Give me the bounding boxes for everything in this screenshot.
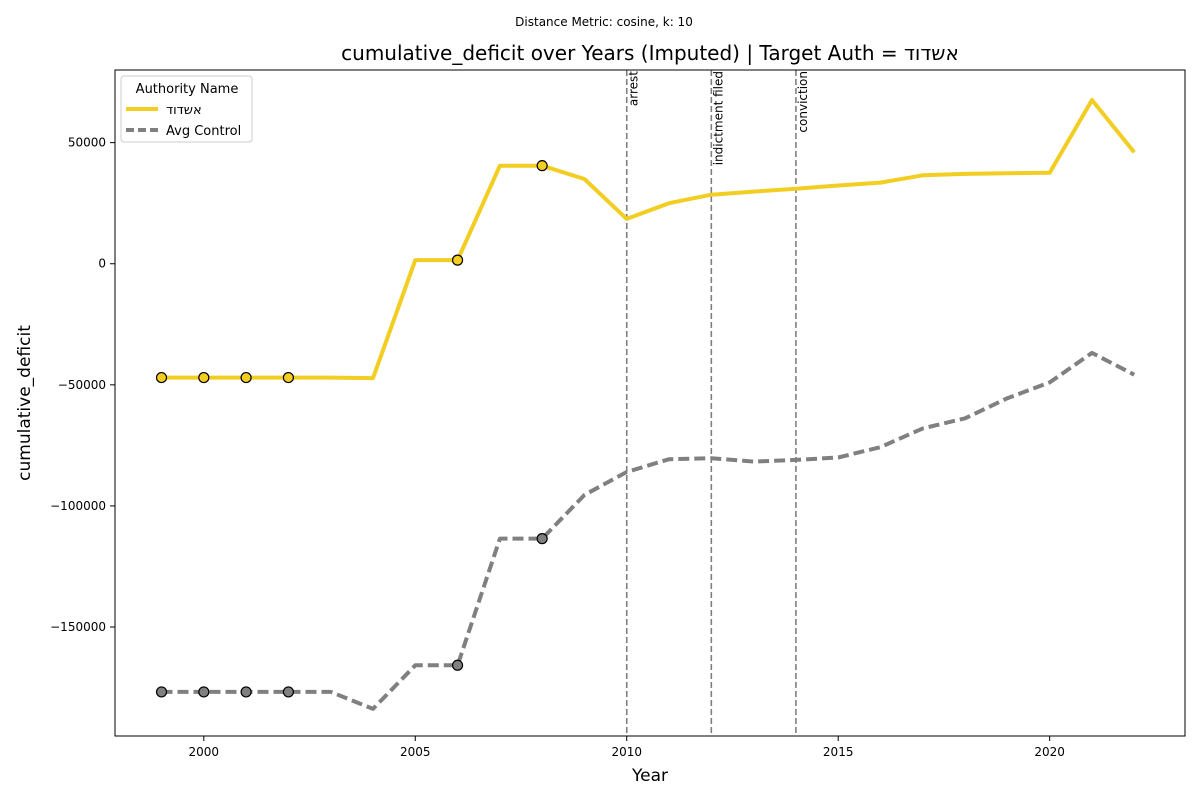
observed-point-control <box>451 659 464 671</box>
plot-frame <box>114 69 1186 737</box>
legend-title: Authority Name <box>136 82 239 97</box>
observed-point-control <box>198 686 210 698</box>
observed-point-target <box>198 371 210 384</box>
observed-point-target <box>155 371 168 384</box>
series-line-target <box>161 98 1136 381</box>
series-line-control <box>161 350 1136 711</box>
observed-point-target <box>451 254 464 266</box>
x-tick-label: 2020 <box>1034 745 1065 759</box>
x-axis: 2000 2005 2010 2015 2020 <box>189 736 1065 759</box>
observed-point-control <box>536 533 548 545</box>
y-tick-label: −150000 <box>50 620 106 634</box>
legend-label-control: Avg Control <box>166 124 241 139</box>
x-axis-label: Year <box>631 766 668 786</box>
legend-label-target: אשדוד <box>166 103 202 118</box>
plot-area: arrest indictment filed conviction <box>155 70 1136 736</box>
observed-point-control <box>240 686 252 698</box>
chart-title: cumulative_deficit over Years (Imputed) … <box>341 41 959 65</box>
y-axis: −150000 −100000 −50000 0 50000 <box>50 136 115 634</box>
y-tick-label: 50000 <box>68 136 106 150</box>
x-tick-label: 2000 <box>189 745 220 759</box>
event-label-3: conviction <box>796 71 810 133</box>
legend: Authority Name אשדוד Avg Control <box>120 75 253 143</box>
event-label-2: indictment filed <box>711 71 725 165</box>
event-label-1: arrest <box>627 71 641 106</box>
chart-suptitle: Distance Metric: cosine, k: 10 <box>515 15 693 29</box>
observed-point-target <box>536 160 548 172</box>
y-axis-label: cumulative_deficit <box>15 325 35 481</box>
x-tick-label: 2010 <box>611 745 642 759</box>
observed-point-control <box>155 686 168 698</box>
observed-point-control <box>282 686 294 698</box>
x-tick-label: 2015 <box>823 745 854 759</box>
y-tick-label: −100000 <box>50 499 106 513</box>
x-tick-label: 2005 <box>400 745 431 759</box>
observed-point-target <box>240 371 252 384</box>
y-tick-label: 0 <box>98 257 106 271</box>
observed-point-target <box>282 371 294 384</box>
legend-box <box>120 75 253 143</box>
y-tick-label: −50000 <box>58 378 106 392</box>
